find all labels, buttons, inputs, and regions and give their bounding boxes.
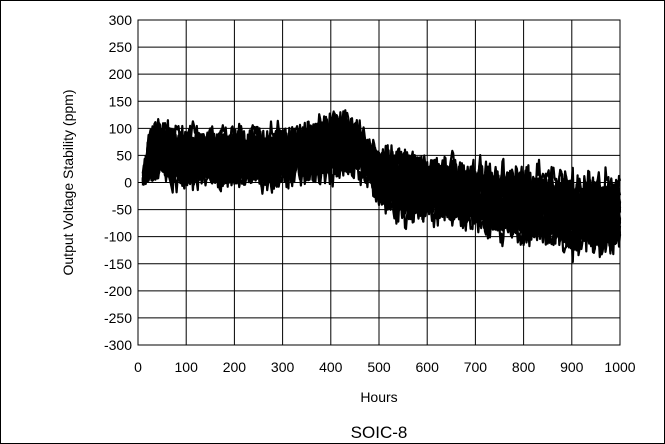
chart-caption: SOIC-8	[351, 423, 408, 442]
y-tick-label: 150	[109, 93, 133, 109]
x-tick-label: 500	[367, 359, 391, 375]
y-tick-label: -150	[104, 256, 132, 272]
y-tick-label: 250	[109, 39, 133, 55]
y-tick-label: 200	[109, 66, 133, 82]
y-tick-label: -300	[104, 337, 132, 353]
x-tick-labels: 0 100 200 300 400 500 600 700 800 900 1000	[134, 359, 636, 375]
y-tick-label: 0	[124, 175, 132, 191]
x-tick-label: 600	[416, 359, 440, 375]
x-axis-label: Hours	[360, 389, 397, 405]
series-line	[141, 110, 622, 225]
y-axis-label: Output Voltage Stability (ppm)	[60, 90, 76, 276]
plot-area-border	[137, 19, 621, 346]
y-tick-label: 50	[116, 147, 132, 163]
y-tick-label: -200	[104, 283, 132, 299]
y-tick-label: 300	[109, 12, 133, 28]
x-tick-label: 0	[134, 359, 142, 375]
series-line	[141, 111, 622, 214]
series-group	[141, 109, 622, 264]
x-tick-label: 700	[464, 359, 488, 375]
x-tick-label: 300	[271, 359, 295, 375]
x-tick-label: 1000	[604, 359, 635, 375]
y-tick-label: -250	[104, 310, 132, 326]
y-tick-label: -100	[104, 229, 132, 245]
y-tick-labels: 300 250 200 150 100 50 0 -50 -100 -150 -200 -250 -30…	[104, 12, 132, 353]
y-tick-label: -50	[112, 202, 132, 218]
x-tick-label: 200	[223, 359, 247, 375]
x-tick-label: 900	[560, 359, 584, 375]
x-tick-label: 400	[319, 359, 343, 375]
x-tick-label: 100	[175, 359, 199, 375]
y-tick-label: 100	[109, 120, 133, 136]
x-tick-label: 800	[512, 359, 536, 375]
